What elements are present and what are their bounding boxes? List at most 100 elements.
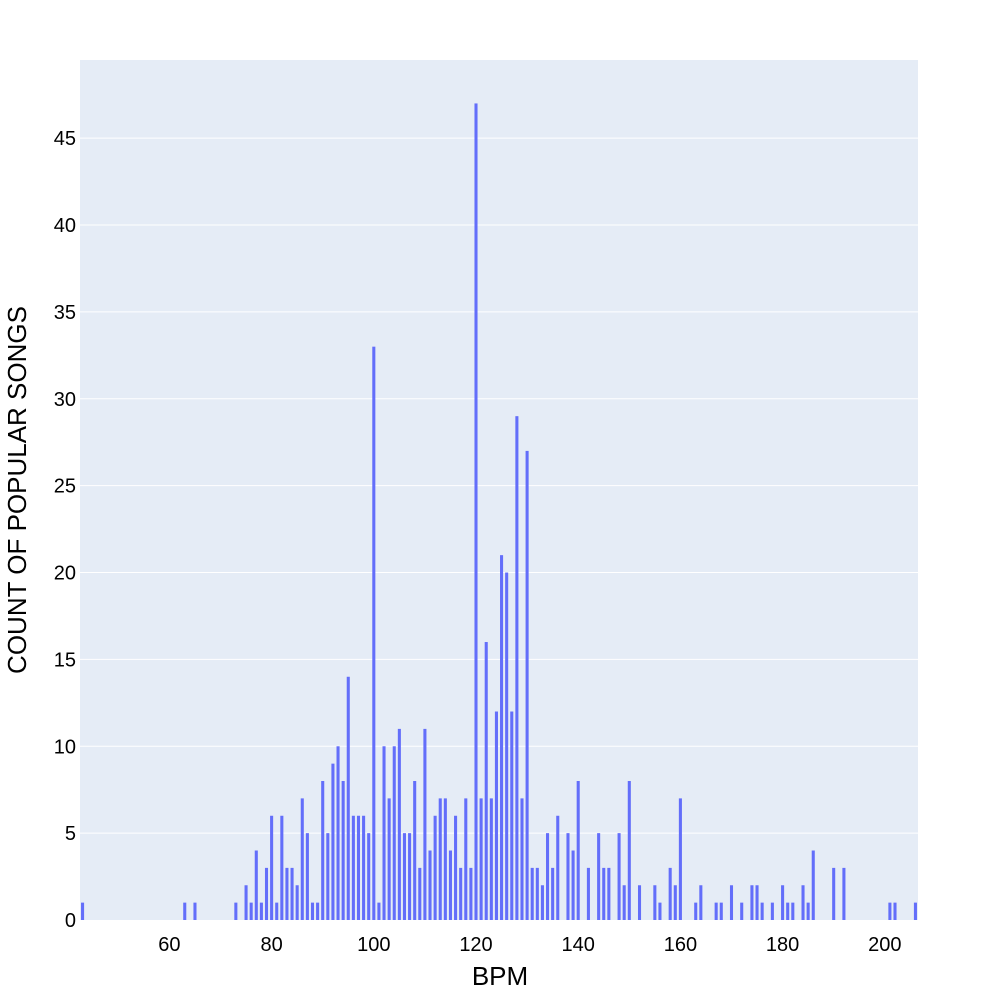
bar — [479, 798, 483, 920]
bar — [356, 815, 361, 920]
y-tick-label: 30 — [54, 389, 76, 411]
y-tick-labels: 0 5 10 15 20 25 30 35 40 45 — [54, 128, 76, 932]
bar — [326, 833, 330, 920]
bar — [535, 867, 539, 920]
bar — [719, 902, 723, 920]
bar — [280, 815, 284, 920]
bar — [658, 902, 662, 920]
bar — [321, 781, 325, 920]
bar — [331, 763, 335, 920]
bar — [520, 798, 524, 920]
bar — [341, 781, 345, 920]
bar — [234, 902, 238, 920]
bar — [484, 642, 488, 920]
gridlines — [80, 137, 918, 834]
bar — [540, 885, 544, 920]
x-tick-label: 180 — [766, 934, 799, 956]
bar — [694, 902, 698, 920]
bar — [285, 867, 289, 920]
bar — [351, 815, 355, 920]
bar — [510, 711, 514, 920]
bar — [729, 885, 734, 920]
bar — [755, 885, 759, 920]
y-tick-label: 20 — [54, 563, 76, 585]
bar — [678, 798, 682, 920]
bar — [464, 798, 468, 920]
bar — [336, 746, 340, 920]
x-tick-label: 160 — [664, 934, 697, 956]
bar — [254, 850, 258, 920]
bar — [346, 676, 350, 920]
bar — [597, 833, 601, 920]
bar — [469, 867, 473, 920]
bar — [295, 885, 299, 920]
bar — [586, 867, 590, 920]
bar — [786, 902, 790, 920]
bar — [888, 902, 892, 920]
y-tick-label: 45 — [54, 128, 76, 150]
bar — [546, 833, 550, 920]
bar — [556, 815, 560, 920]
bar — [607, 867, 611, 920]
bar — [316, 902, 320, 920]
bar — [423, 728, 427, 920]
bar — [602, 867, 606, 920]
y-axis-title: COUNT OF POPULAR SONGS — [2, 306, 32, 674]
bar — [438, 798, 442, 920]
bar — [300, 798, 304, 920]
bar — [244, 885, 248, 920]
bar — [500, 555, 504, 920]
bar — [454, 815, 458, 920]
bar — [448, 850, 452, 920]
bar — [402, 833, 407, 920]
bar — [494, 711, 498, 920]
bar — [377, 902, 381, 920]
x-tick-label: 100 — [357, 934, 390, 956]
x-tick-label: 140 — [562, 934, 595, 956]
bar — [290, 867, 294, 920]
bar — [566, 833, 570, 920]
bar — [392, 746, 396, 920]
bar — [249, 902, 253, 920]
bar — [551, 867, 555, 920]
bar — [505, 572, 509, 920]
bar — [842, 867, 846, 920]
bar — [576, 781, 580, 920]
x-axis-title: BPM — [472, 961, 528, 991]
bar — [760, 902, 764, 920]
bars — [81, 103, 917, 921]
bar — [489, 798, 493, 920]
bar — [428, 850, 432, 920]
bar — [893, 902, 897, 920]
bar — [781, 885, 785, 920]
bar — [264, 867, 269, 920]
bar — [397, 728, 401, 920]
bar — [270, 815, 274, 920]
bar — [387, 798, 391, 920]
bar — [362, 815, 366, 920]
bar — [668, 867, 672, 920]
bar — [193, 902, 197, 920]
bar — [637, 885, 642, 920]
bar — [433, 815, 437, 920]
bar — [673, 885, 677, 920]
bar — [622, 885, 626, 920]
bar — [275, 902, 279, 920]
bar — [474, 103, 478, 921]
bar — [372, 346, 376, 921]
bar — [617, 833, 621, 920]
bar — [367, 833, 371, 920]
x-tick-label: 80 — [260, 934, 282, 956]
bar — [832, 867, 836, 920]
y-tick-label: 15 — [54, 649, 76, 671]
bar — [81, 902, 85, 920]
bar — [459, 867, 463, 920]
x-tick-labels: 60 80 100 120 140 160 180 200 — [158, 934, 901, 956]
bar — [443, 798, 447, 920]
bar — [259, 902, 263, 920]
bar — [413, 781, 417, 920]
bar — [310, 902, 315, 920]
bar — [770, 902, 774, 920]
y-tick-label: 0 — [65, 910, 76, 932]
